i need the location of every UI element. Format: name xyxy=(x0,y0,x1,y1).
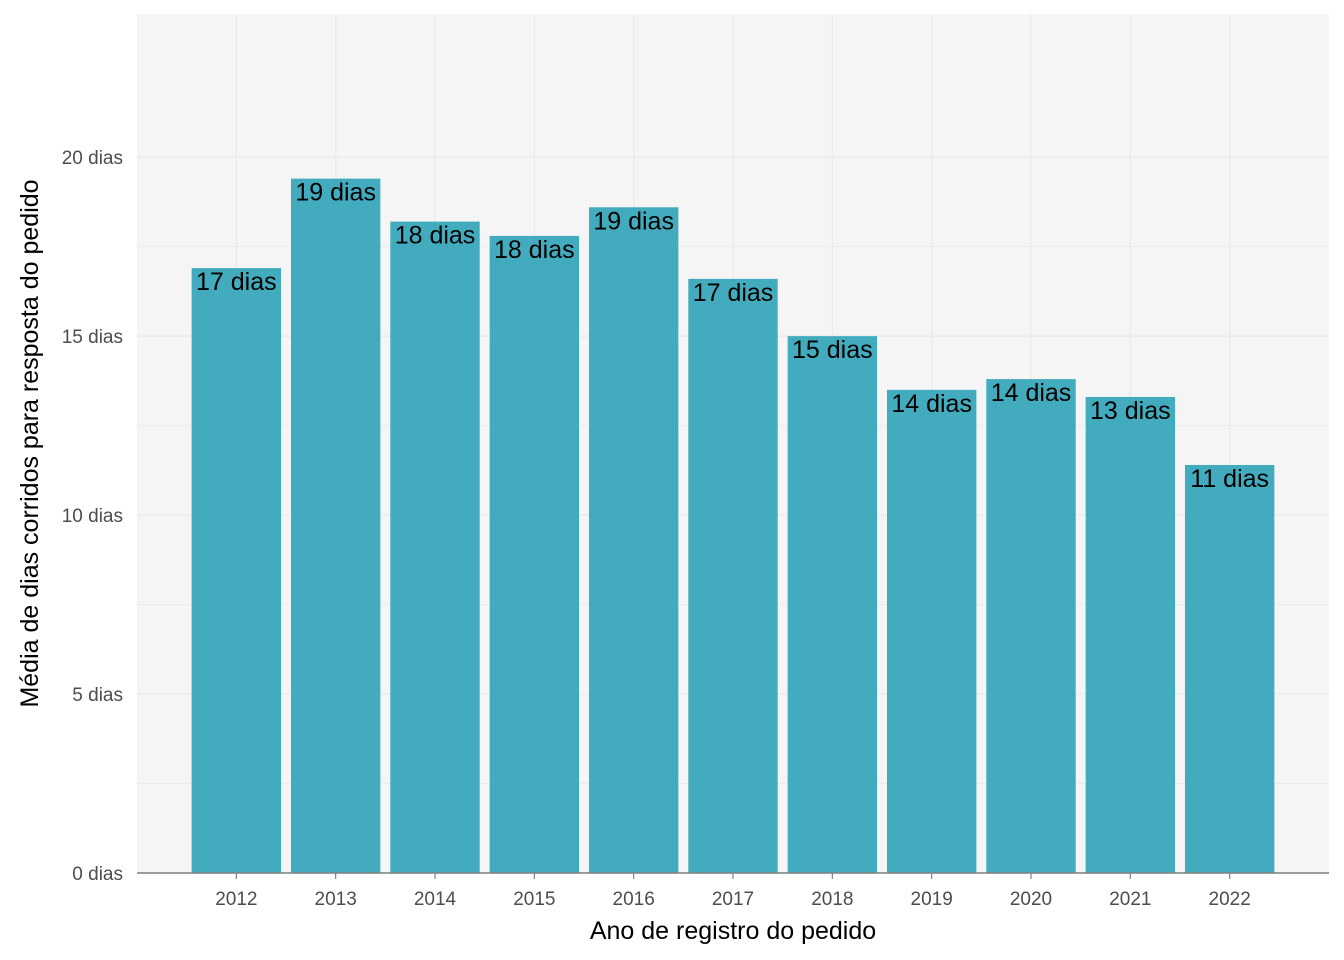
x-axis-title: Ano de registro do pedido xyxy=(590,917,876,945)
data-label-2012: 17 dias xyxy=(196,268,277,296)
bar-2020 xyxy=(986,379,1076,873)
x-tick-label: 2013 xyxy=(315,889,357,910)
x-tick-label: 2020 xyxy=(1010,889,1052,910)
x-tick-label: 2017 xyxy=(712,889,754,910)
data-label-2017: 17 dias xyxy=(693,279,774,307)
x-tick-label: 2022 xyxy=(1209,889,1251,910)
bars xyxy=(191,178,1275,874)
x-tick-label: 2012 xyxy=(215,889,257,910)
bar-2013 xyxy=(290,178,381,873)
data-label-2020: 14 dias xyxy=(991,379,1072,407)
data-label-2019: 14 dias xyxy=(891,390,972,418)
data-label-2021: 13 dias xyxy=(1090,397,1171,425)
x-tick-label: 2021 xyxy=(1109,889,1151,910)
y-axis-ticks: 0 dias 5 dias 10 dias 15 dias 20 dias xyxy=(62,148,123,885)
data-label-2014: 18 dias xyxy=(395,222,476,250)
data-label-2013: 19 dias xyxy=(295,179,376,207)
bar-2014 xyxy=(390,221,480,873)
y-axis-title: Média de dias corridos para resposta do … xyxy=(16,179,44,707)
x-tick-label: 2014 xyxy=(414,889,457,910)
data-label-2018: 15 dias xyxy=(792,336,873,364)
y-tick-label: 5 dias xyxy=(72,685,123,706)
bar-2021 xyxy=(1085,396,1176,873)
bar-2022 xyxy=(1184,464,1275,873)
x-tick-label: 2016 xyxy=(613,889,655,910)
bar-2012 xyxy=(191,268,282,873)
bar-2018 xyxy=(787,336,878,873)
bar-2015 xyxy=(489,235,580,874)
bar-2019 xyxy=(886,389,977,873)
data-labels: 17 dias 19 dias 18 dias 18 dias 19 dias 17 di… xyxy=(196,179,1269,493)
x-tick-label: 2015 xyxy=(513,889,555,910)
bar-2016 xyxy=(588,207,679,873)
data-label-2015: 18 dias xyxy=(494,236,575,264)
x-tick-label: 2018 xyxy=(811,889,853,910)
bar-2017 xyxy=(688,278,778,873)
y-tick-label: 0 dias xyxy=(72,864,123,885)
data-label-2016: 19 dias xyxy=(593,207,674,235)
y-tick-label: 15 dias xyxy=(62,327,123,348)
y-tick-label: 10 dias xyxy=(62,506,123,527)
y-tick-label: 20 dias xyxy=(62,148,123,169)
data-label-2022: 11 dias xyxy=(1190,465,1269,493)
x-axis-ticks: 2012 2013 2014 2015 2016 2017 2018 2019 2020 2021… xyxy=(215,873,1251,910)
x-tick-label: 2019 xyxy=(911,889,953,910)
